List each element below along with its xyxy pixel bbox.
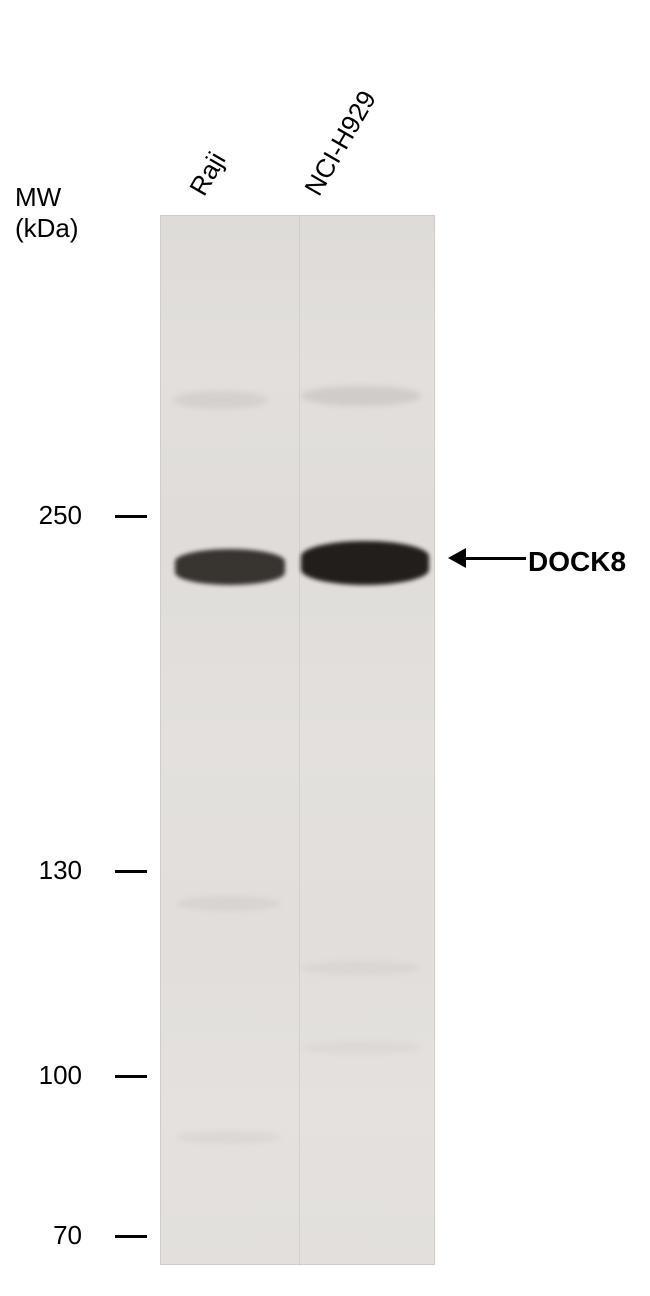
noise-spot [301,961,421,975]
band-lane2 [301,541,429,585]
noise-spot [173,391,268,409]
tick-100 [115,1075,147,1078]
lane-divider [299,216,300,1266]
mw-header-line2: (kDa) [15,213,79,244]
target-label: DOCK8 [528,546,626,578]
mw-header-line1: MW [15,182,79,213]
tick-250 [115,515,147,518]
tick-70 [115,1235,147,1238]
noise-spot [301,386,421,406]
arrow-head-icon [448,548,466,568]
arrow-line [466,557,526,560]
blot-membrane [160,215,435,1265]
mw-marker-70: 70 [38,1220,82,1251]
tick-130 [115,870,147,873]
mw-header: MW (kDa) [15,182,79,244]
mw-marker-130: 130 [22,855,82,886]
noise-spot [176,896,281,911]
noise-spot [176,1131,281,1144]
noise-spot [301,1041,421,1054]
blot-figure: Raji NCI-H929 MW (kDa) 250 130 100 70 DO… [0,0,650,1296]
target-arrow [448,548,526,568]
lane-label-1: Raji [183,147,232,201]
band-lane1 [175,549,285,585]
mw-marker-250: 250 [22,500,82,531]
lane-label-2: NCI-H929 [298,85,383,201]
mw-marker-100: 100 [22,1060,82,1091]
